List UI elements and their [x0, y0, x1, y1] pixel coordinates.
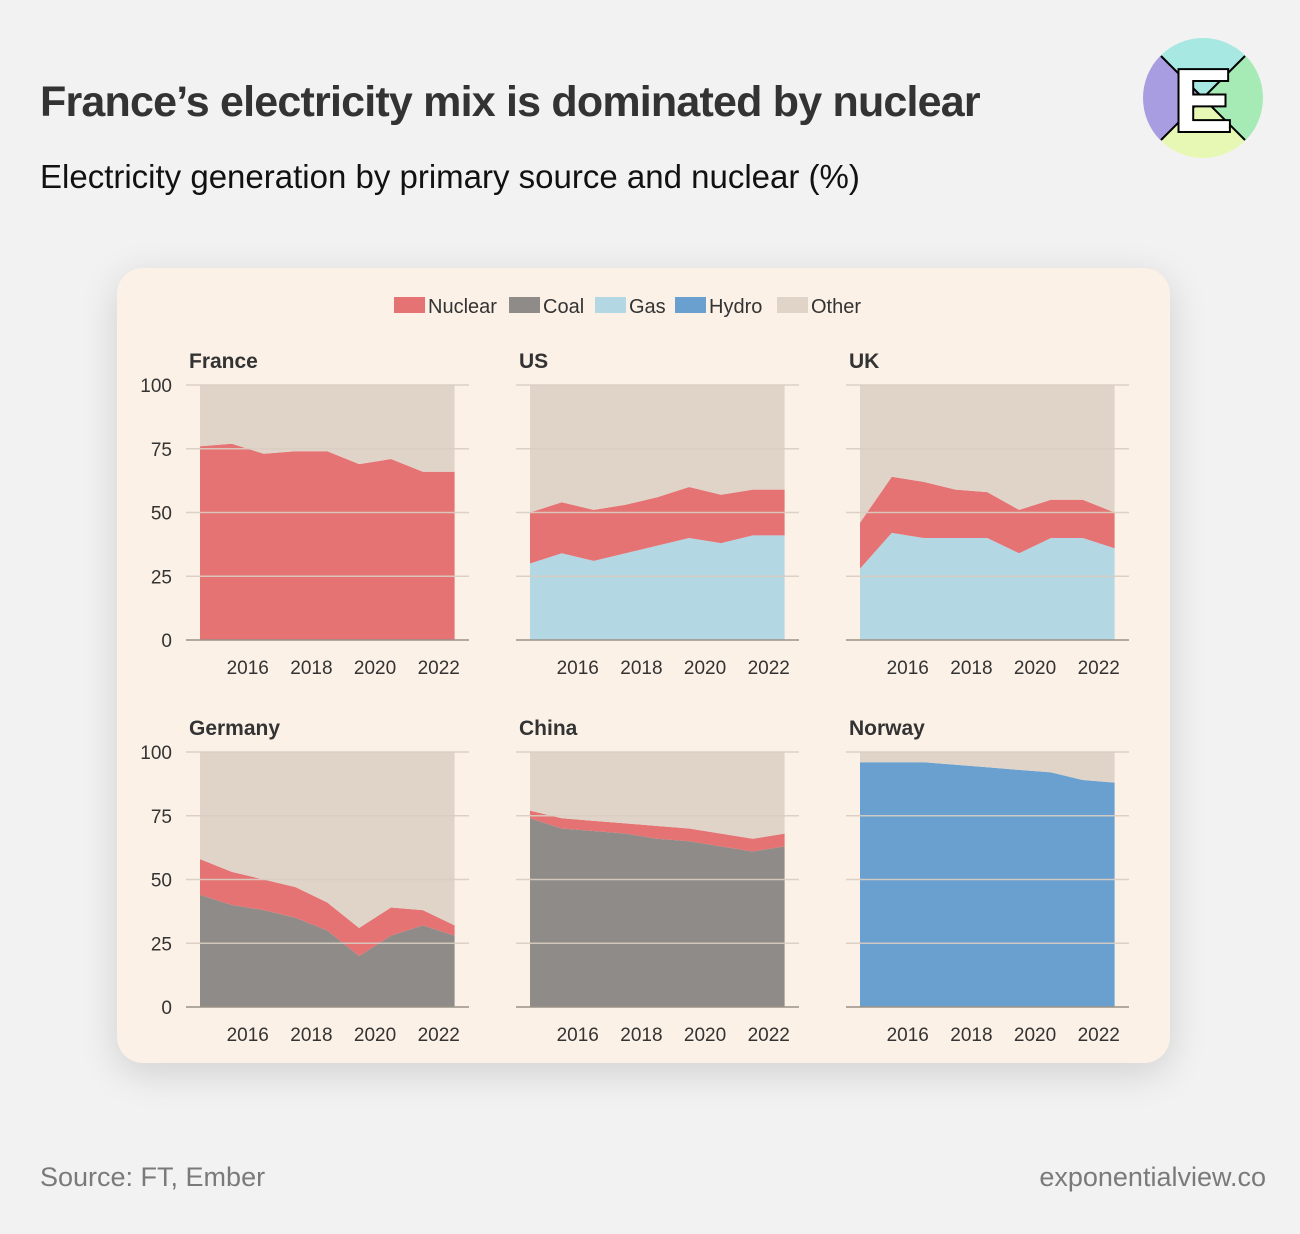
small-multiples-chart: Nuclear Coal Gas Hydro Other France 0 25 50 75 100…	[140, 296, 1129, 1046]
x-tick-label-china: 2018	[620, 1025, 662, 1046]
logo-letter: E	[1174, 51, 1233, 150]
legend-swatch-other	[777, 297, 808, 313]
legend-swatch-hydro	[675, 297, 706, 313]
x-tick-label-norway: 2020	[1014, 1025, 1056, 1046]
panel-title-germany: Germany	[189, 717, 280, 740]
x-tick-label-us: 2022	[748, 658, 790, 679]
x-tick-label-france: 2016	[227, 658, 269, 679]
y-tick-label-france: 25	[151, 567, 172, 588]
area-china-coal	[530, 818, 785, 1007]
panel-title-france: France	[189, 350, 258, 373]
chart-card: Nuclear Coal Gas Hydro Other France 0 25 50 75 100…	[117, 268, 1170, 1063]
y-tick-label-france: 50	[151, 504, 172, 525]
x-tick-label-china: 2022	[748, 1025, 790, 1046]
x-tick-label-uk: 2018	[950, 658, 992, 679]
legend-label-coal: Coal	[543, 296, 584, 318]
chart-subtitle: Electricity generation by primary source…	[40, 158, 860, 195]
x-tick-label-norway: 2016	[887, 1025, 929, 1046]
panel-title-china: China	[519, 717, 578, 740]
legend-label-hydro: Hydro	[709, 296, 762, 318]
legend-swatch-gas	[595, 297, 626, 313]
site-credit[interactable]: exponentialview.co	[1039, 1162, 1266, 1192]
area-france-other	[200, 385, 455, 472]
area-norway-other	[860, 752, 1115, 783]
x-tick-label-us: 2018	[620, 658, 662, 679]
area-germany-nuclear	[200, 859, 455, 956]
chart-title: France’s electricity mix is dominated by…	[40, 78, 981, 126]
x-tick-label-germany: 2020	[354, 1025, 396, 1046]
x-tick-label-norway: 2018	[950, 1025, 992, 1046]
area-china-other	[530, 752, 785, 839]
y-tick-label-france: 0	[161, 631, 172, 652]
y-tick-label-germany: 100	[140, 743, 172, 764]
y-tick-label-france: 100	[140, 376, 172, 397]
legend-label-gas: Gas	[629, 296, 666, 318]
area-norway-hydro	[860, 762, 1115, 1007]
area-germany-other	[200, 752, 455, 928]
legend-swatch-nuclear	[394, 297, 425, 313]
y-tick-label-germany: 0	[161, 998, 172, 1019]
area-uk-gas	[860, 532, 1115, 640]
exponential-view-logo-icon: E	[1143, 38, 1263, 158]
x-tick-label-germany: 2022	[418, 1025, 460, 1046]
legend-swatch-coal	[509, 297, 540, 313]
area-china-nuclear	[530, 810, 785, 852]
x-tick-label-uk: 2022	[1078, 658, 1120, 679]
x-tick-label-norway: 2022	[1078, 1025, 1120, 1046]
x-tick-label-france: 2020	[354, 658, 396, 679]
area-uk-nuclear	[860, 476, 1115, 569]
x-tick-label-france: 2018	[290, 658, 332, 679]
x-tick-label-uk: 2020	[1014, 658, 1056, 679]
y-tick-label-germany: 75	[151, 807, 172, 828]
y-tick-label-germany: 25	[151, 934, 172, 955]
legend-label-nuclear: Nuclear	[428, 296, 497, 318]
x-tick-label-germany: 2018	[290, 1025, 332, 1046]
source-note: Source: FT, Ember	[40, 1162, 266, 1192]
x-tick-label-france: 2022	[418, 658, 460, 679]
x-tick-label-germany: 2016	[227, 1025, 269, 1046]
x-tick-label-us: 2020	[684, 658, 726, 679]
area-uk-other	[860, 385, 1115, 523]
panel-title-uk: UK	[849, 350, 879, 373]
x-tick-label-uk: 2016	[887, 658, 929, 679]
x-tick-label-us: 2016	[557, 658, 599, 679]
area-us-nuclear	[530, 487, 785, 564]
area-france-nuclear	[200, 443, 455, 640]
legend-label-other: Other	[811, 296, 861, 318]
y-tick-label-germany: 50	[151, 871, 172, 892]
panel-title-us: US	[519, 350, 548, 373]
area-germany-coal	[200, 894, 455, 1007]
y-tick-label-france: 75	[151, 440, 172, 461]
x-tick-label-china: 2016	[557, 1025, 599, 1046]
x-tick-label-china: 2020	[684, 1025, 726, 1046]
panel-title-norway: Norway	[849, 717, 925, 740]
area-us-gas	[530, 535, 785, 640]
